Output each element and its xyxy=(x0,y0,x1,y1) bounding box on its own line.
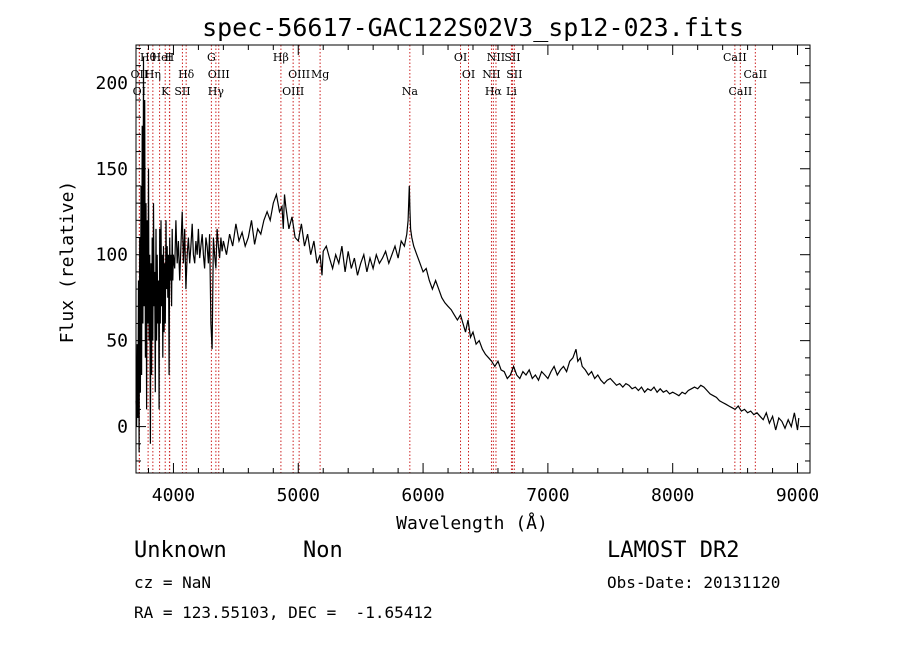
x-tick-label: 9000 xyxy=(776,485,819,506)
line-label: OIII xyxy=(282,85,304,98)
line-label: OI xyxy=(462,68,475,81)
survey-label: LAMOST DR2 xyxy=(607,538,740,563)
line-label: SII xyxy=(174,85,190,98)
line-label: H xyxy=(165,51,175,64)
line-label: Hδ xyxy=(178,68,195,81)
classification-label: Unknown xyxy=(134,538,227,563)
plot-frame xyxy=(135,44,811,474)
y-tick-label: 100 xyxy=(95,245,128,266)
line-label: Hη xyxy=(145,68,161,81)
line-label: Hβ xyxy=(273,51,289,64)
line-label: Na xyxy=(402,85,419,98)
x-tick-label: 4000 xyxy=(152,485,195,506)
x-axis-label: Wavelength (Å) xyxy=(396,512,548,534)
line-labels: HθOIIOIHeHηKHHδSIIIOIIIHγGOIIIOIIIHβMgNa… xyxy=(131,51,768,98)
line-label: Li xyxy=(506,85,517,98)
coordinates-label: RA = 123.55103, DEC = -1.65412 xyxy=(134,603,433,622)
chart-title: spec-56617-GAC122S02V3_sp12-023.fits xyxy=(202,13,744,42)
line-label: CaII xyxy=(729,85,753,98)
line-label: SII xyxy=(506,68,522,81)
line-label: OIII xyxy=(288,68,310,81)
y-tick-label: 150 xyxy=(95,159,128,180)
x-tick-label: 6000 xyxy=(401,485,444,506)
line-label: OI xyxy=(454,51,467,64)
x-axis: 4000 5000 6000 7000 8000 9000 xyxy=(147,45,819,506)
line-label: I xyxy=(168,51,172,64)
line-label: CaII xyxy=(743,68,767,81)
line-label: NII xyxy=(487,51,505,64)
line-label: K xyxy=(161,85,170,98)
line-label: Hθ xyxy=(140,51,157,64)
spectrum-line xyxy=(135,56,800,453)
y-tick-label: 200 xyxy=(95,73,128,94)
y-axis-label: Flux (relative) xyxy=(57,181,78,344)
redshift-label: cz = NaN xyxy=(134,573,212,592)
y-axis: 0 50 100 150 200 xyxy=(95,47,810,462)
line-label: G xyxy=(207,51,216,64)
y-tick-label: 50 xyxy=(106,331,128,352)
x-tick-label: 5000 xyxy=(277,485,320,506)
subclass-label: Non xyxy=(303,538,343,563)
line-markers xyxy=(138,45,756,473)
line-label: NII xyxy=(482,68,500,81)
y-tick-label: 0 xyxy=(117,417,128,438)
line-label: He xyxy=(152,51,168,64)
line-label: CaII xyxy=(723,51,747,64)
line-label: Mg xyxy=(311,68,329,81)
line-label: Hα xyxy=(485,85,503,98)
x-tick-label: 7000 xyxy=(526,485,569,506)
line-label: SII xyxy=(504,51,520,64)
x-tick-label: 8000 xyxy=(651,485,694,506)
line-label: Hγ xyxy=(208,85,225,98)
obs-date-label: Obs-Date: 20131120 xyxy=(607,573,781,592)
line-label: OIII xyxy=(208,68,230,81)
